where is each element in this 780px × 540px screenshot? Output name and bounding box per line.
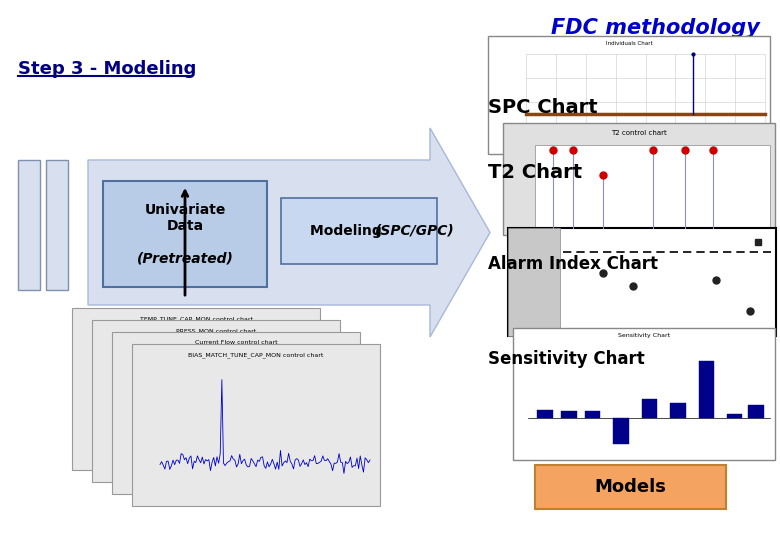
Bar <box>46 160 68 290</box>
Bar <box>561 411 576 418</box>
Text: Alarm Index Chart: Alarm Index Chart <box>488 255 658 273</box>
Text: T2 control chart: T2 control chart <box>611 130 667 136</box>
Text: Univariate
Data: Univariate Data <box>144 203 225 233</box>
FancyBboxPatch shape <box>535 465 726 509</box>
Text: (SPC/GPC): (SPC/GPC) <box>375 224 455 238</box>
Text: FDC methodology: FDC methodology <box>551 18 760 38</box>
Bar <box>749 406 764 418</box>
Text: T2 Chart: T2 Chart <box>488 163 582 182</box>
Polygon shape <box>88 128 490 337</box>
Bar <box>513 328 775 460</box>
FancyBboxPatch shape <box>103 181 267 287</box>
Bar <box>537 409 553 418</box>
Text: Sensitivity Chart: Sensitivity Chart <box>488 350 645 368</box>
Bar <box>613 418 629 444</box>
Bar <box>132 344 380 506</box>
Bar <box>112 332 360 494</box>
Bar <box>72 308 320 470</box>
Text: (Pretreated): (Pretreated) <box>136 251 233 265</box>
Text: Modeling: Modeling <box>310 224 387 238</box>
Bar <box>18 160 40 290</box>
Text: Sensitivity Chart: Sensitivity Chart <box>618 333 670 338</box>
Bar <box>488 36 770 154</box>
Text: Models: Models <box>594 478 666 496</box>
Bar <box>508 228 776 336</box>
Text: Step 3 - Modeling: Step 3 - Modeling <box>18 60 197 78</box>
Text: SPC Chart: SPC Chart <box>488 98 597 117</box>
Bar <box>585 411 601 418</box>
Text: PRESS_MON control chart: PRESS_MON control chart <box>176 328 256 334</box>
Bar <box>92 320 340 482</box>
Bar <box>699 361 714 418</box>
Bar <box>670 403 686 418</box>
Bar <box>503 123 775 235</box>
Text: Current Flow control chart: Current Flow control chart <box>195 340 278 345</box>
Text: BIAS_MATCH_TUNE_CAP_MON control chart: BIAS_MATCH_TUNE_CAP_MON control chart <box>188 352 324 357</box>
Bar <box>642 399 658 418</box>
FancyBboxPatch shape <box>281 198 437 264</box>
Bar <box>727 414 743 418</box>
Text: Individuals Chart: Individuals Chart <box>606 41 652 46</box>
Text: TEMP_TUNE_CAP_MON control chart: TEMP_TUNE_CAP_MON control chart <box>140 316 253 322</box>
Bar <box>535 145 770 230</box>
Bar <box>508 228 560 336</box>
